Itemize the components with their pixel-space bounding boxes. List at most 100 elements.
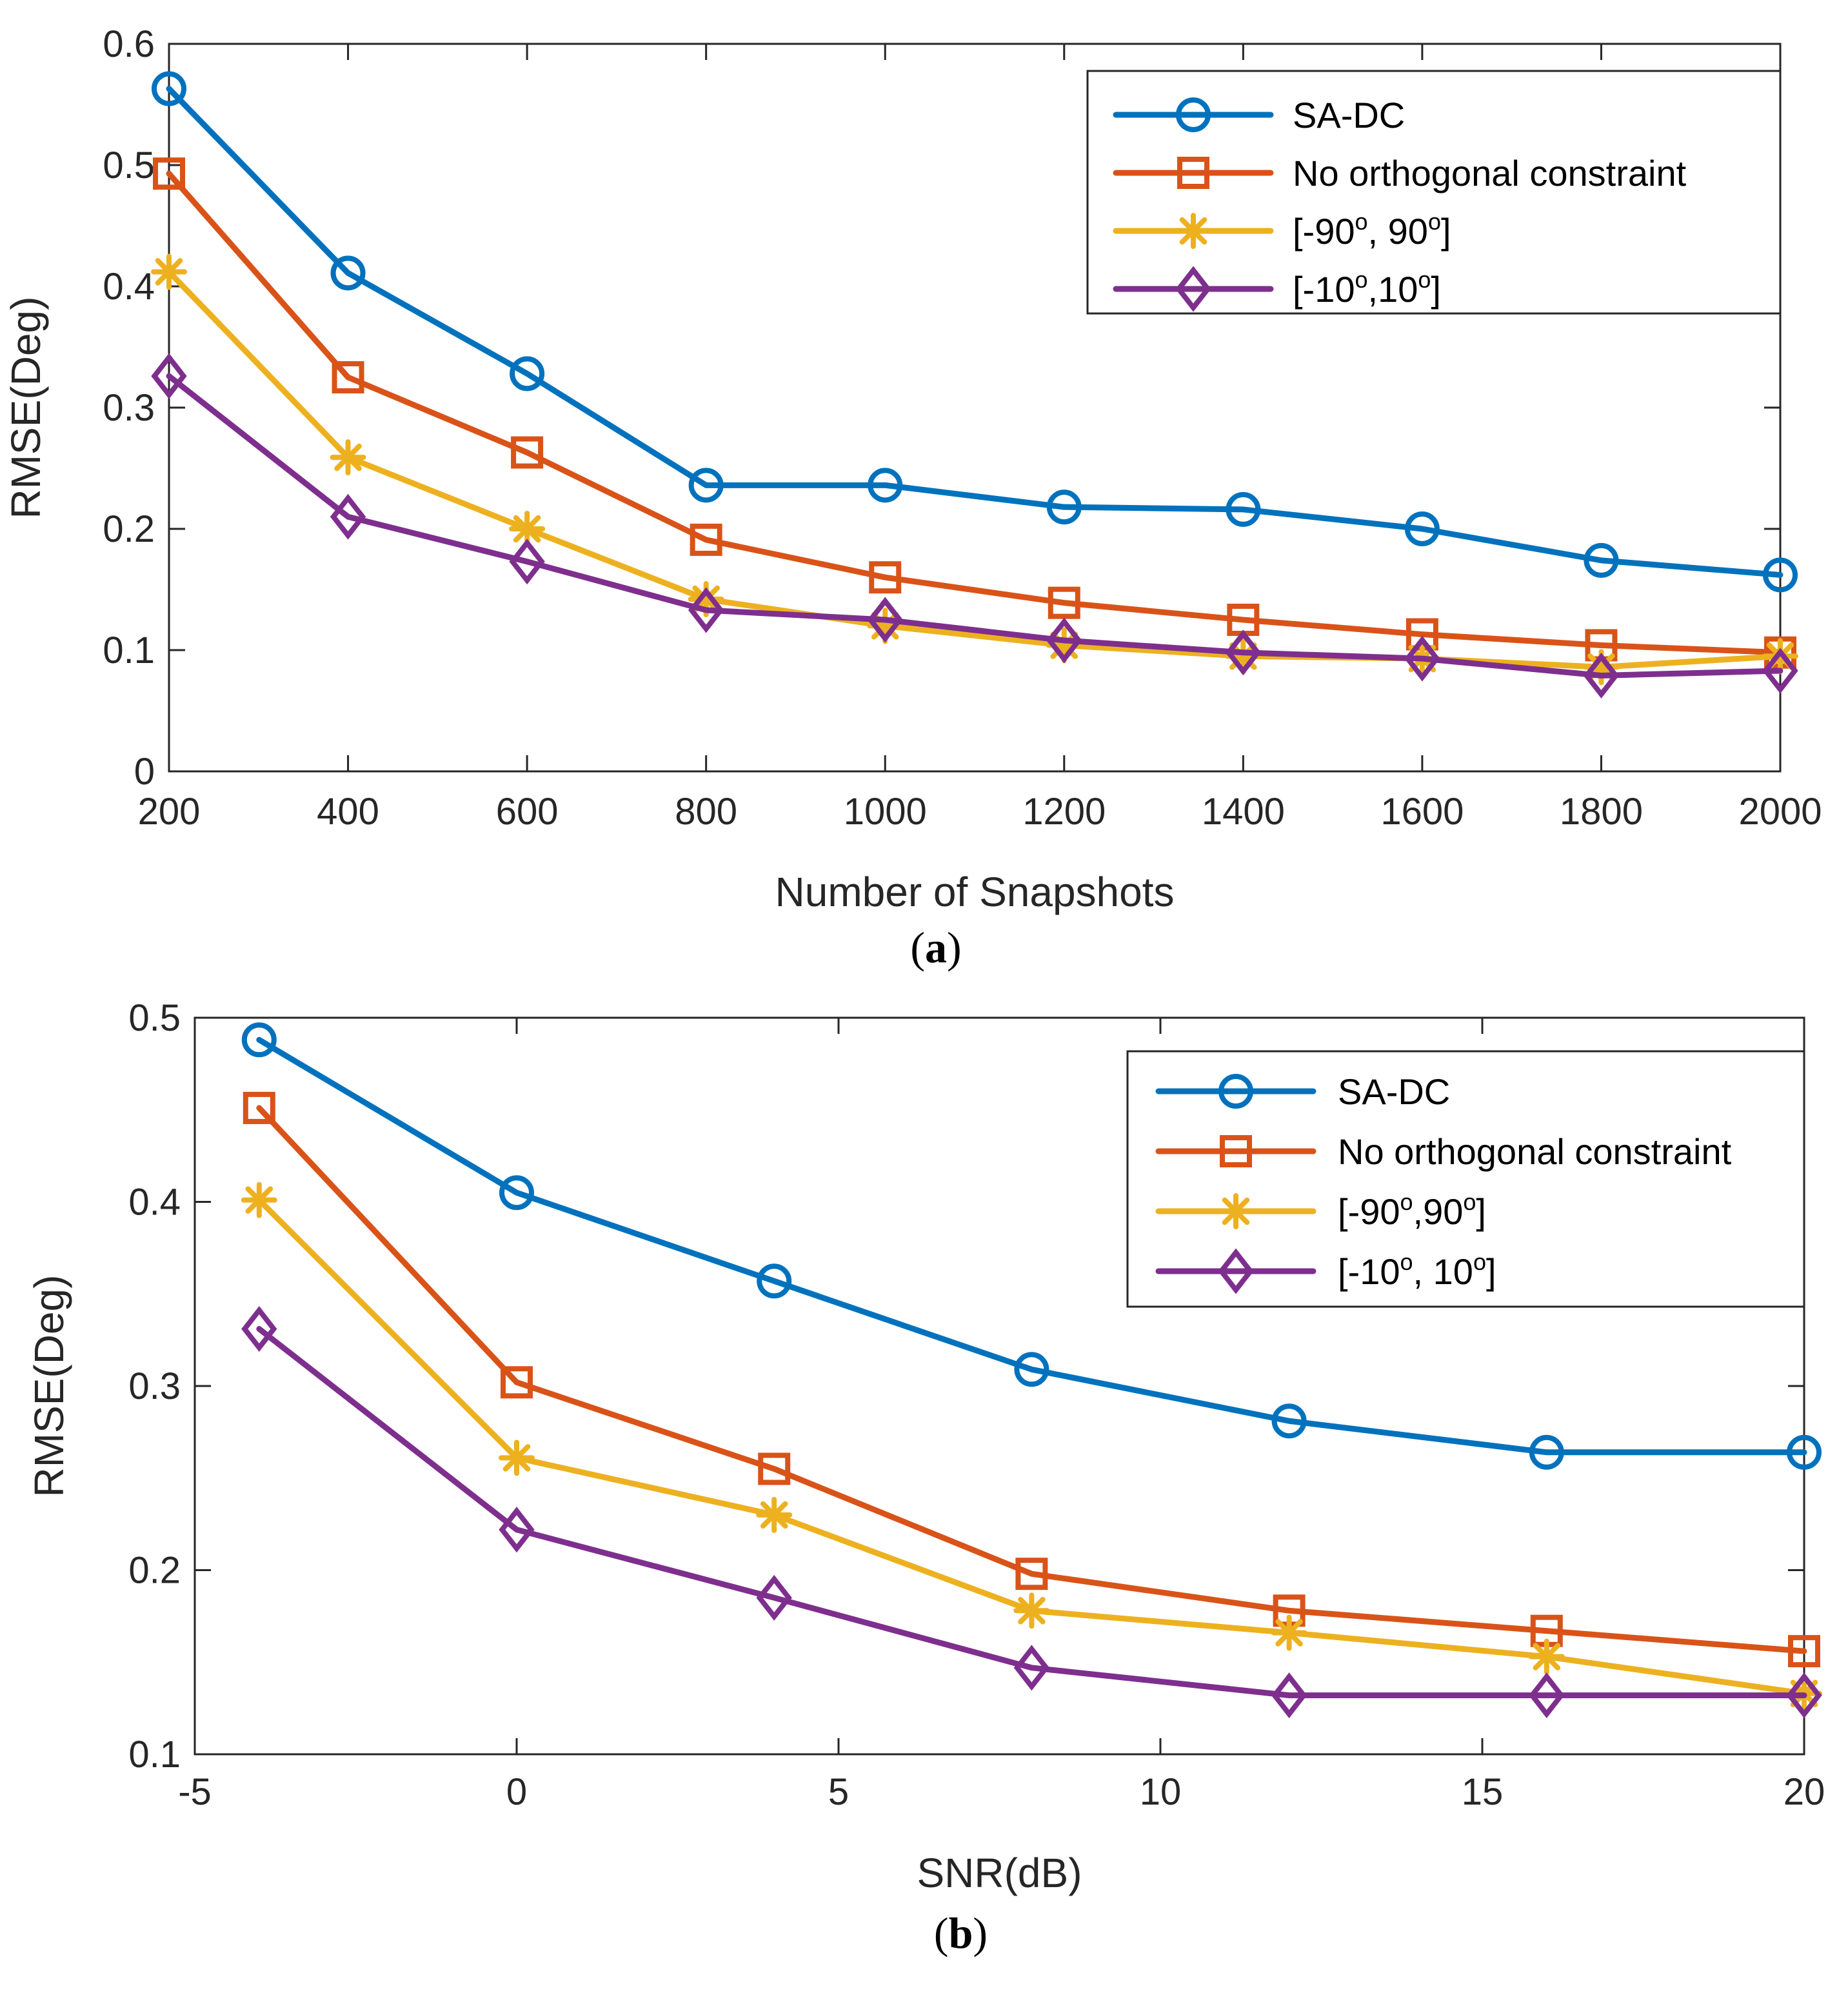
legend-entry-range10: [-10o, 10o] <box>1155 1248 1496 1294</box>
text-part: ) <box>947 923 962 972</box>
data-point-no_orth <box>243 1091 275 1124</box>
legend-entry-range90: [-90o, 90o] <box>1113 208 1451 252</box>
y-axis-label: RMSE(Deg) <box>26 1275 72 1498</box>
y-tick-label: 0.4 <box>103 266 155 308</box>
text-part: SA-DC <box>1293 95 1405 135</box>
data-point-sa_dc <box>868 468 903 503</box>
data-point-no_orth <box>1048 586 1080 619</box>
data-point-sa_dc <box>1226 491 1261 527</box>
series-range90 <box>151 253 1798 686</box>
x-tick-label: 5 <box>828 1771 849 1813</box>
series-line-sa_dc <box>256 1036 1807 1456</box>
text-part: o <box>1473 1249 1486 1275</box>
series-range10 <box>151 353 1798 698</box>
data-point-range10 <box>1271 1672 1307 1719</box>
series-line-sa_dc <box>166 86 1783 578</box>
text-part: o <box>1400 1189 1413 1215</box>
asterisk-stroke <box>245 1186 273 1214</box>
data-point-range10 <box>1404 635 1440 682</box>
legend-label: No orthogonal constraint <box>1293 153 1687 193</box>
data-point-range10 <box>1529 1672 1565 1719</box>
legend-marker <box>1177 157 1209 189</box>
legend-entry-range90: [-90o,90o] <box>1155 1189 1486 1232</box>
x-tick-label: 2000 <box>1738 791 1822 833</box>
data-point-sa_dc <box>1787 1434 1822 1470</box>
series-sa_dc <box>152 71 1798 593</box>
chart-panel-a: 200 400 600 800 1000 1200 1400 1600 1800 2000 0 0.1… <box>3 23 1822 915</box>
data-point-sa_dc <box>499 1175 534 1211</box>
x-tick-label: -5 <box>178 1771 212 1813</box>
x-tick-label: 1600 <box>1380 791 1464 833</box>
data-point-sa_dc <box>1529 1434 1564 1470</box>
text-part: a <box>925 923 947 972</box>
data-point-range10 <box>509 539 545 585</box>
asterisk-stroke <box>1222 1197 1250 1225</box>
legend-label: [-90o,90o] <box>1338 1189 1486 1232</box>
data-point-range10 <box>1762 648 1798 694</box>
text-part: , 10 <box>1413 1251 1473 1292</box>
data-point-sa_dc <box>688 468 724 503</box>
series-line-range10 <box>166 373 1783 678</box>
legend-marker <box>1175 213 1211 249</box>
data-point-sa_dc <box>1046 490 1082 525</box>
legend-marker <box>1176 97 1211 132</box>
y-tick-label: 0.2 <box>128 1550 181 1592</box>
text-part: o <box>1463 1189 1476 1215</box>
legend-label: SA-DC <box>1338 1071 1450 1112</box>
asterisk-stroke <box>760 1501 788 1529</box>
data-point-range10 <box>1786 1672 1822 1719</box>
data-point-no_orth <box>153 157 185 190</box>
data-point-sa_dc <box>330 255 366 291</box>
data-point-no_orth <box>332 361 364 393</box>
legend-box <box>1086 70 1782 315</box>
data-point-range10 <box>241 1305 277 1352</box>
text-part: ] <box>1476 1191 1486 1232</box>
series-range10 <box>241 1305 1822 1719</box>
text-part: [-10 <box>1338 1251 1400 1292</box>
asterisk-stroke <box>1179 217 1207 245</box>
x-tick-label: 20 <box>1783 1771 1825 1813</box>
data-point-no_orth <box>501 1366 533 1399</box>
data-point-sa_dc <box>1014 1352 1049 1387</box>
data-point-range90 <box>499 1440 535 1476</box>
x-tick-label: 800 <box>675 791 737 833</box>
text-part: ,10 <box>1368 269 1418 310</box>
x-axis-label: Number of Snapshots <box>775 869 1175 915</box>
y-axis-label: RMSE(Deg) <box>3 297 49 519</box>
legend-marker <box>1218 1248 1254 1294</box>
data-point-range10 <box>867 597 903 643</box>
x-tick-label: 1200 <box>1022 791 1106 833</box>
data-point-range90 <box>1271 1614 1307 1651</box>
asterisk-stroke <box>502 1444 531 1472</box>
text-part: o <box>1355 208 1368 235</box>
data-point-no_orth <box>690 523 722 556</box>
series-sa_dc <box>241 1022 1822 1470</box>
data-point-no_orth <box>511 436 544 469</box>
legend-label: SA-DC <box>1293 95 1405 135</box>
series-line-no_orth <box>166 170 1783 656</box>
y-tick-label: 0.6 <box>103 23 155 65</box>
data-point-no_orth <box>869 561 902 594</box>
legend-entry-sa_dc: SA-DC <box>1155 1071 1450 1112</box>
x-tick-label: 1000 <box>844 791 927 833</box>
legend-label: [-90o, 90o] <box>1293 208 1451 252</box>
asterisk-stroke <box>1275 1619 1303 1647</box>
legend-entry-no_orth: No orthogonal constraint <box>1155 1131 1732 1172</box>
asterisk-stroke <box>513 515 541 543</box>
data-point-range90 <box>241 1182 277 1218</box>
x-axis-label: SNR(dB) <box>917 1850 1082 1896</box>
x-tick-label: 10 <box>1140 1771 1182 1813</box>
y-tick-label: 0.2 <box>103 508 155 550</box>
legend-label: [-10o,10o] <box>1293 266 1441 310</box>
data-point-sa_dc <box>1404 511 1440 546</box>
data-point-range10 <box>330 493 366 540</box>
y-tick-label: 0.3 <box>128 1365 181 1407</box>
text-part: ( <box>910 923 925 972</box>
text-part: o <box>1355 266 1368 293</box>
data-point-sa_dc <box>1271 1403 1307 1439</box>
x-tick-label: 600 <box>496 791 559 833</box>
x-tick-label: 0 <box>506 1771 527 1813</box>
text-part: [-90 <box>1338 1191 1400 1232</box>
